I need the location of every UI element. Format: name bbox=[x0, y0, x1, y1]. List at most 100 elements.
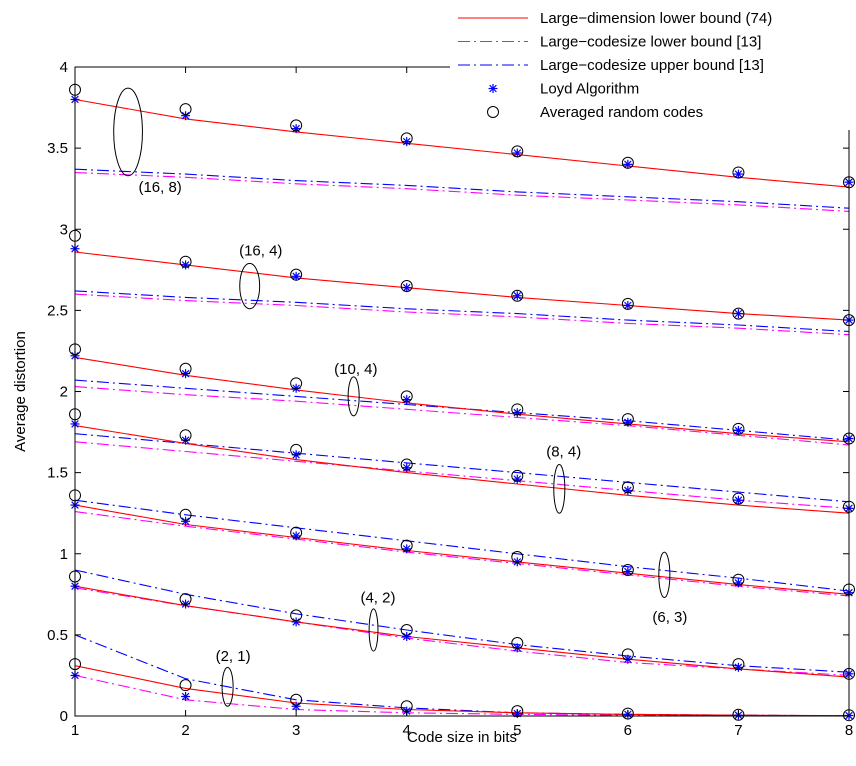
series-line-codesize-upper-group-4 bbox=[74, 499, 850, 592]
random-code-point bbox=[732, 422, 745, 435]
random-code-point bbox=[400, 458, 413, 471]
group-ellipse bbox=[658, 551, 671, 599]
lloyd-point bbox=[623, 301, 633, 311]
random-code-point bbox=[290, 268, 303, 281]
legend-entry-label: Large−codesize lower bound [13] bbox=[540, 34, 761, 51]
lloyd-point bbox=[733, 578, 743, 588]
series-line-codesize-lower-group-2 bbox=[74, 386, 850, 446]
random-code-point bbox=[511, 636, 524, 649]
lloyd-point bbox=[402, 137, 412, 147]
x-axis-label: Code size in bits bbox=[407, 729, 517, 746]
series-line-codesize-upper-group-3 bbox=[74, 433, 850, 503]
lloyd-point bbox=[623, 567, 633, 577]
y-tick-label: 3.5 bbox=[47, 140, 68, 157]
random-code-point bbox=[511, 705, 524, 718]
random-code-point bbox=[511, 550, 524, 563]
lloyd-point bbox=[733, 495, 743, 505]
y-tick-label: 1.5 bbox=[47, 465, 68, 482]
marker-layer bbox=[69, 83, 855, 722]
group-ellipse bbox=[553, 464, 566, 514]
y-tick-label: 0 bbox=[60, 708, 68, 725]
series-line-dimension-lower-group-1 bbox=[74, 251, 850, 321]
lloyd-point bbox=[402, 395, 412, 405]
random-code-point bbox=[290, 443, 303, 456]
legend-entry-label: Large−dimension lower bound (74) bbox=[540, 10, 772, 27]
lloyd-point bbox=[733, 662, 743, 672]
group-annotation-label: (6, 3) bbox=[652, 609, 687, 626]
x-tick-label: 6 bbox=[624, 722, 632, 739]
lloyd-point bbox=[512, 474, 522, 484]
random-code-point bbox=[621, 413, 634, 426]
axes-box bbox=[74, 66, 850, 717]
x-tick-label: 8 bbox=[845, 722, 853, 739]
random-code-point bbox=[179, 429, 192, 442]
x-tick-label: 3 bbox=[292, 722, 300, 739]
random-code-point bbox=[290, 693, 303, 706]
lloyd-point bbox=[291, 271, 301, 281]
random-code-point bbox=[511, 289, 524, 302]
lloyd-point bbox=[623, 159, 633, 169]
lloyd-point bbox=[181, 111, 191, 121]
series-line-dimension-lower-group-4 bbox=[74, 504, 850, 595]
random-code-point bbox=[511, 403, 524, 416]
lloyd-point bbox=[291, 531, 301, 541]
lloyd-point bbox=[402, 544, 412, 554]
series-line-dimension-lower-group-2 bbox=[74, 356, 850, 443]
series-line-dimension-lower-group-6 bbox=[74, 665, 850, 717]
y-tick-label: 2.5 bbox=[47, 302, 68, 319]
legend: Large−dimension lower bound (74) Large−co… bbox=[450, 4, 850, 130]
series-line-dimension-lower-group-3 bbox=[74, 425, 850, 514]
random-code-point bbox=[179, 508, 192, 521]
lloyd-point bbox=[291, 701, 301, 711]
random-code-point bbox=[511, 469, 524, 482]
series-line-codesize-lower-group-3 bbox=[74, 441, 850, 509]
random-code-point bbox=[621, 707, 634, 720]
series-layer bbox=[74, 98, 850, 717]
random-code-point bbox=[732, 492, 745, 505]
group-ellipse bbox=[368, 608, 379, 652]
y-tick-label: 1 bbox=[60, 546, 68, 563]
random-code-point bbox=[179, 593, 192, 606]
group-annotation-label: (16, 4) bbox=[239, 242, 282, 259]
x-tick-label: 4 bbox=[403, 722, 411, 739]
y-tick-label: 4 bbox=[60, 59, 68, 76]
group-ellipse bbox=[113, 87, 143, 177]
group-ellipse bbox=[347, 376, 360, 417]
group-annotation-label: (2, 1) bbox=[216, 648, 251, 665]
random-code-point bbox=[621, 156, 634, 169]
series-line-codesize-upper-group-6 bbox=[74, 634, 850, 717]
random-code-point bbox=[179, 255, 192, 268]
random-code-point bbox=[621, 648, 634, 661]
random-code-point bbox=[400, 624, 413, 637]
series-line-codesize-lower-group-4 bbox=[74, 511, 850, 597]
lloyd-point bbox=[402, 631, 412, 641]
group-annotation-label: (10, 4) bbox=[334, 361, 377, 378]
legend-swatch-star bbox=[488, 84, 498, 93]
lloyd-point bbox=[733, 309, 743, 319]
series-line-codesize-lower-group-0 bbox=[74, 171, 850, 212]
series-line-codesize-lower-group-6 bbox=[74, 674, 850, 717]
random-code-point bbox=[290, 119, 303, 132]
group-annotation-label: (16, 8) bbox=[138, 179, 181, 196]
random-code-point bbox=[400, 280, 413, 293]
random-code-point bbox=[732, 658, 745, 671]
series-line-codesize-lower-group-5 bbox=[74, 587, 850, 676]
series-line-codesize-upper-group-0 bbox=[74, 168, 850, 209]
lloyd-point bbox=[291, 617, 301, 627]
series-line-codesize-lower-group-1 bbox=[74, 293, 850, 336]
random-code-point bbox=[732, 573, 745, 586]
lloyd-point bbox=[291, 124, 301, 134]
lloyd-point bbox=[402, 463, 412, 473]
group-annotation-label: (8, 4) bbox=[546, 444, 581, 461]
x-tick-label: 7 bbox=[734, 722, 742, 739]
lloyd-point bbox=[733, 169, 743, 179]
lloyd-point bbox=[623, 485, 633, 495]
lloyd-point bbox=[733, 425, 743, 435]
random-code-point bbox=[400, 132, 413, 145]
lloyd-point bbox=[512, 291, 522, 301]
series-line-codesize-upper-group-2 bbox=[74, 379, 850, 441]
y-tick-label: 3 bbox=[60, 221, 68, 238]
legend-entry-label: Averaged random codes bbox=[540, 104, 703, 121]
legend-background bbox=[450, 4, 850, 130]
